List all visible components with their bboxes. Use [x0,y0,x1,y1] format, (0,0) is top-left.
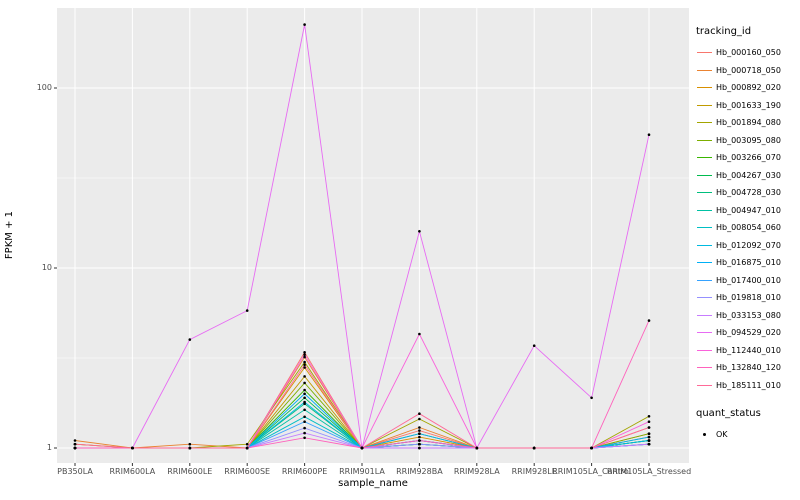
x-tick-label: PB350LA [57,467,93,476]
legend-label: Hb_016875_010 [716,258,781,268]
tracking-id-legend-items: Hb_000160_050 Hb_000718_050 Hb_000892_020 H… [696,44,800,394]
line-key-icon [696,307,713,324]
legend-label: Hb_001633_190 [716,100,781,110]
legend-item-quant-ok: OK [696,426,800,444]
legend-item-Hb_019818_010: Hb_019818_010 [696,289,800,307]
quant-status-points [73,23,651,450]
legend-label: Hb_000718_050 [716,65,781,75]
line-key-icon [696,114,713,131]
legend-item-Hb_094529_020: Hb_094529_020 [696,324,800,342]
x-tick-label: RRIM105LA_Stressed [606,467,692,476]
legend-label: Hb_004267_030 [716,170,781,180]
y-tick-label: 100 [36,83,52,92]
legend-label: OK [716,430,728,440]
legend-item-Hb_003095_080: Hb_003095_080 [696,132,800,150]
legend-title-quant-status: quant_status [696,408,761,419]
x-axis-title: sample_name [338,478,408,489]
x-tick-label: RRIM928LA [453,467,500,476]
y-axis-title: FPKM + 1 [4,210,15,260]
legend-item-Hb_185111_010: Hb_185111_010 [696,377,800,395]
legend-item-Hb_008054_060: Hb_008054_060 [696,219,800,237]
legend-item-Hb_001894_080: Hb_001894_080 [696,114,800,132]
line-key-icon [696,289,713,306]
line-key-icon [696,377,713,394]
y-tick-label: 1 [46,443,52,452]
line-key-icon [696,62,713,79]
line-key-icon [696,254,713,271]
x-tick-label: RRIM600PE [281,467,328,476]
legend-label: Hb_185111_010 [716,380,781,390]
legend-item-Hb_033153_080: Hb_033153_080 [696,307,800,325]
legend-title-tracking-id: tracking_id [696,26,752,37]
legend-label: Hb_132840_120 [716,363,781,373]
legend-item-Hb_003266_070: Hb_003266_070 [696,149,800,167]
legend-label: Hb_112440_010 [716,345,781,355]
legend-item-Hb_132840_120: Hb_132840_120 [696,359,800,377]
x-tick-label: RRIM105LA_Control [552,467,631,476]
x-tick-label: RRIM901LA [339,467,385,476]
line-key-icon [696,359,713,376]
line-key-icon [696,237,713,254]
line-key-icon [696,184,713,201]
x-tick-label: RRIM600LA [109,467,156,476]
y-axis-title-wrap: FPKM + 1 [4,0,15,470]
legend-item-Hb_112440_010: Hb_112440_010 [696,342,800,360]
legend-item-Hb_000160_050: Hb_000160_050 [696,44,800,62]
legend-item-Hb_016875_010: Hb_016875_010 [696,254,800,272]
legend-label: Hb_000892_020 [716,83,781,93]
legend: tracking_id Hb_000160_050 Hb_000718_050 Hb… [696,26,800,444]
legend-label: Hb_017400_010 [716,275,781,285]
legend-label: Hb_008054_060 [716,223,781,233]
legend-label: Hb_001894_080 [716,118,781,128]
plot-panel [57,8,689,463]
legend-label: Hb_004947_010 [716,205,781,215]
line-key-icon [696,97,713,114]
legend-label: Hb_012092_070 [716,240,781,250]
legend-label: Hb_003266_070 [716,153,781,163]
line-key-icon [696,79,713,96]
legend-label: Hb_000160_050 [716,48,781,58]
point-key-icon [696,426,713,443]
legend-item-Hb_004267_030: Hb_004267_030 [696,167,800,185]
line-key-icon [696,149,713,166]
legend-item-Hb_012092_070: Hb_012092_070 [696,237,800,255]
legend-item-Hb_000892_020: Hb_000892_020 [696,79,800,97]
legend-label: Hb_003095_080 [716,135,781,145]
legend-label: Hb_004728_030 [716,188,781,198]
legend-item-Hb_000718_050: Hb_000718_050 [696,62,800,80]
line-key-icon [696,272,713,289]
x-tick-label: RRIM600SE [224,467,271,476]
legend-item-Hb_001633_190: Hb_001633_190 [696,97,800,115]
line-key-icon [696,167,713,184]
line-key-icon [696,132,713,149]
line-key-icon [696,324,713,341]
legend-item-Hb_017400_010: Hb_017400_010 [696,272,800,290]
line-key-icon [696,44,713,61]
legend-item-Hb_004728_030: Hb_004728_030 [696,184,800,202]
line-key-icon [696,342,713,359]
x-tick-label: RRIM928BA [396,467,443,476]
x-tick-label: RRIM600LE [167,467,213,476]
legend-label: Hb_019818_010 [716,293,781,303]
legend-label: Hb_033153_080 [716,310,781,320]
legend-item-Hb_004947_010: Hb_004947_010 [696,202,800,220]
legend-label: Hb_094529_020 [716,328,781,338]
line-key-icon [696,219,713,236]
line-key-icon [696,202,713,219]
y-tick-label: 10 [41,263,52,272]
x-tick-label: RRIM928LE [511,467,557,476]
